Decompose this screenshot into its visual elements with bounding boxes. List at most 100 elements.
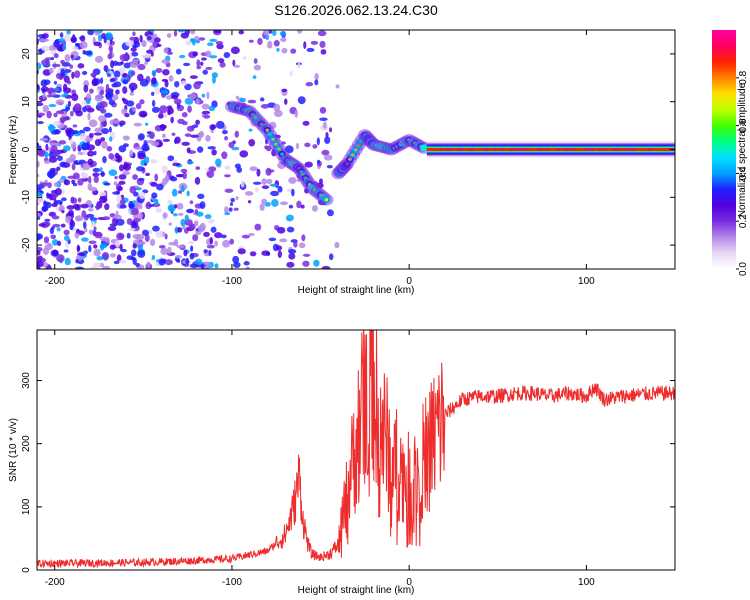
spectrogram-cell [199, 201, 206, 209]
spectrogram-cell [160, 247, 169, 255]
spectrogram-cell [288, 204, 294, 209]
spectrogram-cell [174, 255, 182, 259]
colorbar-tick-label: 0.0 [738, 262, 749, 276]
spectrogram-cell [149, 131, 155, 140]
spectrogram-cell [83, 126, 91, 132]
spectrogram-cell [44, 221, 51, 227]
spectrogram-cell [70, 218, 74, 226]
spectrogram-cell [176, 202, 184, 210]
spectrogram-cell [137, 249, 146, 258]
spectrogram-cell [120, 248, 127, 253]
spectrogram-cell [37, 62, 42, 70]
spectrogram-cell [86, 93, 92, 100]
spectrogram-cell [162, 69, 170, 76]
spectrogram-cell [164, 259, 173, 266]
spectrogram-cell [320, 49, 327, 55]
spectrogram-cell [285, 214, 295, 222]
spectrogram-cell [224, 188, 234, 193]
spectrogram-cell [119, 243, 123, 251]
spectrogram-carrier-peak [544, 148, 549, 151]
spectrogram-cell [209, 236, 214, 245]
spectrogram-cell [295, 142, 300, 150]
spectrogram-cell [50, 56, 54, 61]
spectrogram-cell [38, 223, 46, 227]
spectrogram-cell [234, 130, 239, 138]
spectrogram-cell [131, 51, 139, 57]
spectrogram-cell [89, 88, 94, 94]
spectrogram-cell [167, 51, 173, 56]
spectrogram-cell [133, 217, 142, 223]
spectrogram-cell [57, 240, 62, 247]
spectrogram-cell [155, 207, 162, 213]
spectrogram-cell [113, 81, 122, 88]
spectrogram-cell [130, 70, 136, 76]
spectrogram-cell [164, 79, 169, 88]
figure-title: S126.2026.062.13.24.C30 [274, 2, 438, 18]
spectrogram-cell [224, 206, 229, 214]
spectrogram-cell [328, 253, 334, 261]
spectrogram-cell [167, 155, 175, 162]
spectrogram-cell [64, 54, 71, 62]
colorbar-tick-label: 0.6 [738, 118, 749, 132]
spectrogram-cell [214, 263, 219, 269]
spectrogram-cell [302, 120, 310, 126]
snr-x-tick-label: 100 [578, 577, 595, 588]
spectrogram-cell [102, 216, 111, 221]
spectrogram-cell [209, 38, 218, 42]
spectrogram-cell [294, 110, 299, 118]
spectrogram-cell [148, 229, 153, 235]
spectrogram-cell [203, 114, 211, 119]
spectrogram-cell [237, 248, 246, 255]
spectrogram-cell [149, 238, 156, 247]
spectrogram-cell [108, 152, 115, 160]
spectrogram-cell [167, 199, 173, 205]
spectrogram-cell [254, 223, 262, 231]
spectrogram-cell [186, 208, 194, 214]
spectrogram-cell [75, 110, 83, 117]
spectrogram-cell [87, 112, 91, 121]
spectrogram-cell [211, 149, 217, 156]
spectrogram-cell [314, 72, 319, 81]
spectrogram-cell [231, 146, 240, 151]
spectrogram-cell [48, 67, 54, 74]
spectrogram-cell [40, 86, 49, 92]
spectrogram-cell [207, 42, 214, 47]
spectrogram-cell [130, 249, 137, 257]
spectrogram-cell [51, 63, 61, 68]
spectrogram-cell [154, 87, 161, 95]
spectrogram-cell [112, 119, 120, 124]
spectrogram-cell [37, 250, 41, 256]
spectrogram-cell [209, 124, 216, 131]
spectrogram-cell [96, 256, 104, 261]
spectrogram-cell [56, 254, 65, 263]
spectrogram-cell [277, 250, 282, 259]
spectrogram-cell [70, 54, 74, 58]
spectrogram-cell [97, 115, 107, 122]
colorbar-ticks: 0.0 0.2 0.4 0.6 0.8 [736, 70, 749, 276]
spectrogram-cell [304, 161, 313, 168]
spectrogram-cell [129, 149, 134, 158]
spectrogram-cell [196, 133, 202, 142]
spectrogram-cell [168, 222, 173, 226]
spectrogram-carrier-peak [632, 148, 637, 151]
spectrogram-cell [94, 139, 102, 147]
spectrogram-carrier-peak [517, 148, 522, 151]
spectrogram-cell [51, 239, 59, 246]
spectrogram-cell [141, 54, 150, 58]
spectrogram-cell [53, 120, 62, 126]
spectrogram-cell [71, 163, 76, 171]
spectrogram-cell [304, 142, 311, 148]
spectrogram-cell [283, 98, 288, 105]
spectrogram-cell [141, 229, 150, 236]
spectrogram-cell [88, 186, 98, 192]
spectrogram-cell [235, 196, 239, 200]
spectrogram-cell [50, 145, 58, 154]
spectrogram-cell [312, 144, 318, 149]
spectrogram-cell [175, 68, 182, 75]
spectrogram-cell [334, 241, 340, 249]
spectrogram-cell [93, 248, 101, 257]
snr-x-label: Height of straight line (km) [298, 585, 415, 596]
spectrogram-cell [72, 46, 79, 51]
spectrogram-cell [150, 159, 158, 164]
spectrogram-cell [288, 252, 296, 260]
